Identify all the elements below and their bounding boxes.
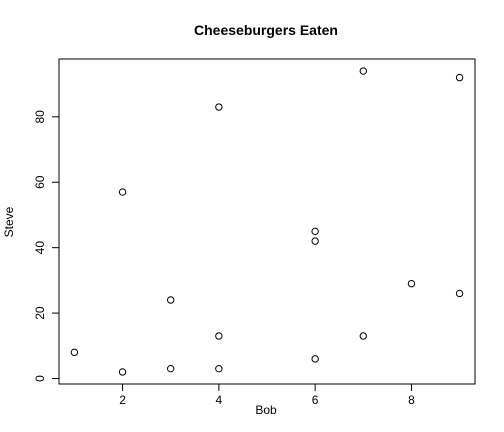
y-tick-label: 40 (33, 241, 47, 255)
data-point (407, 279, 416, 288)
x-tick-label: 2 (119, 393, 126, 407)
data-point (215, 103, 223, 111)
data-point (215, 332, 223, 340)
data-point (311, 227, 319, 236)
data-point (118, 188, 127, 196)
y-tick-label: 0 (33, 375, 47, 382)
y-tick-label: 60 (33, 175, 47, 189)
x-tick-label: 4 (216, 393, 223, 407)
y-axis-label: Steve (2, 206, 16, 237)
data-point (359, 332, 367, 340)
data-point (118, 368, 127, 376)
data-point (167, 364, 175, 373)
plot-frame (58, 58, 476, 385)
data-point (311, 237, 319, 245)
x-tick-label: 6 (312, 393, 319, 407)
y-tick-label: 80 (33, 110, 47, 124)
x-tick-label: 8 (408, 393, 415, 407)
data-point (70, 348, 79, 357)
chart-title: Cheeseburgers Eaten (194, 22, 338, 38)
data-point (455, 289, 464, 298)
data-points (70, 67, 464, 376)
y-tick-label: 20 (33, 306, 47, 320)
data-point (215, 364, 223, 373)
data-point (167, 296, 175, 304)
data-point (311, 355, 319, 363)
x-axis: 2 4 6 8 (119, 383, 415, 407)
y-axis: 0 20 40 60 80 (33, 110, 60, 382)
x-axis-label: Bob (255, 403, 277, 417)
data-point (359, 67, 367, 75)
data-point (455, 73, 464, 82)
